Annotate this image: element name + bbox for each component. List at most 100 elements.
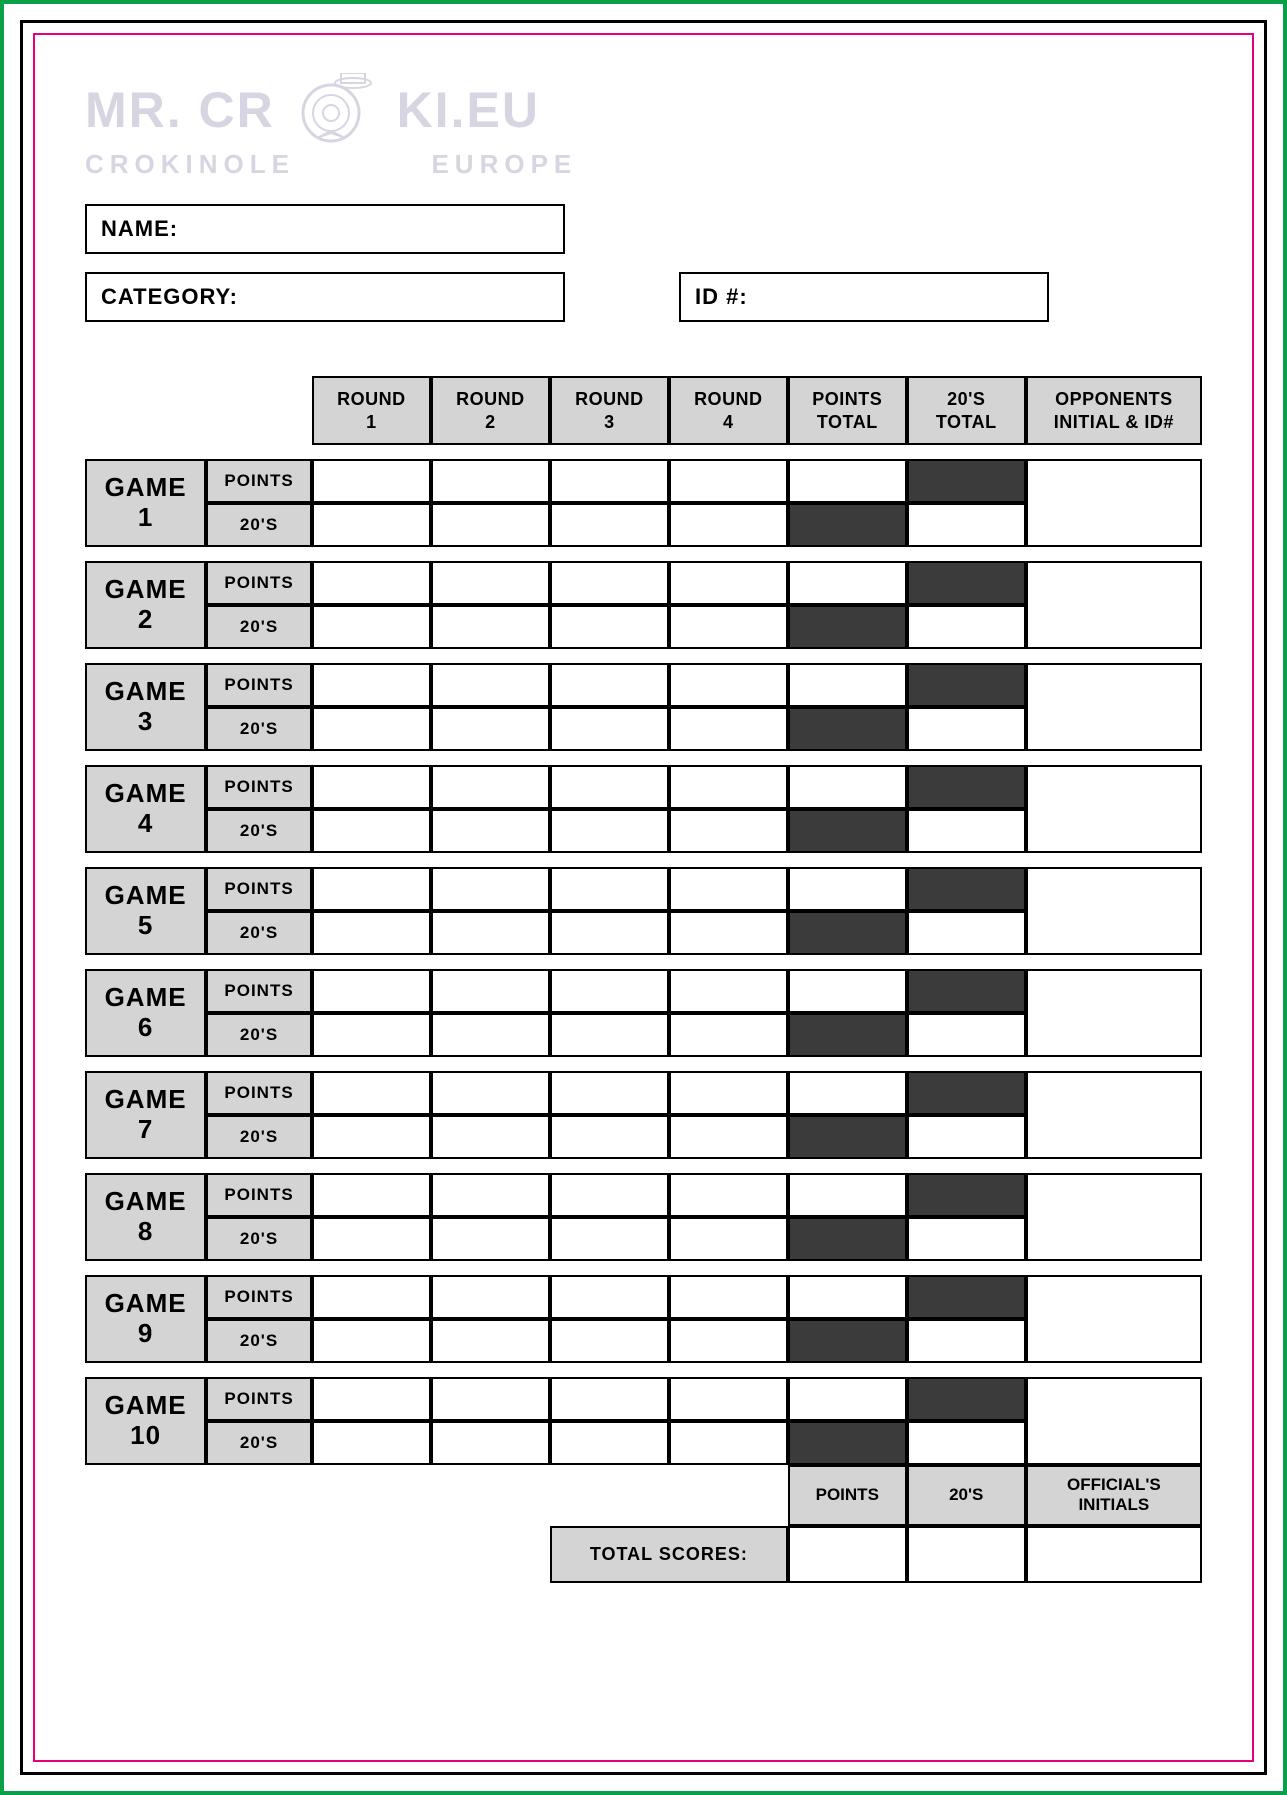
- cell-r2[interactable]: [431, 1173, 550, 1217]
- cell-r1[interactable]: [312, 911, 431, 955]
- cell-r3[interactable]: [550, 1173, 669, 1217]
- cell-points-total[interactable]: [788, 969, 907, 1013]
- cell-r2[interactable]: [431, 1013, 550, 1057]
- cell-r1[interactable]: [312, 561, 431, 605]
- cell-r1[interactable]: [312, 663, 431, 707]
- cell-r1[interactable]: [312, 605, 431, 649]
- cell-r1[interactable]: [312, 707, 431, 751]
- cell-r2[interactable]: [431, 1115, 550, 1159]
- cell-r1[interactable]: [312, 459, 431, 503]
- cell-r2[interactable]: [431, 1421, 550, 1465]
- cell-r2[interactable]: [431, 765, 550, 809]
- cell-r2[interactable]: [431, 1319, 550, 1363]
- cell-r4[interactable]: [669, 503, 788, 547]
- cell-points-total[interactable]: [788, 561, 907, 605]
- cell-r1[interactable]: [312, 1173, 431, 1217]
- cell-r3[interactable]: [550, 1275, 669, 1319]
- cell-20s-total[interactable]: [907, 707, 1026, 751]
- cell-points-total[interactable]: [788, 1275, 907, 1319]
- cell-opponent[interactable]: [1026, 459, 1202, 547]
- cell-r4[interactable]: [669, 867, 788, 911]
- cell-20s-total[interactable]: [907, 503, 1026, 547]
- cell-20s-total[interactable]: [907, 1319, 1026, 1363]
- cell-points-total[interactable]: [788, 765, 907, 809]
- cell-r3[interactable]: [550, 1217, 669, 1261]
- cell-r1[interactable]: [312, 1013, 431, 1057]
- cell-r2[interactable]: [431, 867, 550, 911]
- cell-r3[interactable]: [550, 809, 669, 853]
- cell-20s-total[interactable]: [907, 1115, 1026, 1159]
- cell-r2[interactable]: [431, 459, 550, 503]
- cell-r3[interactable]: [550, 1377, 669, 1421]
- cell-r1[interactable]: [312, 503, 431, 547]
- cell-points-total[interactable]: [788, 867, 907, 911]
- cell-points-total[interactable]: [788, 1071, 907, 1115]
- cell-r3[interactable]: [550, 503, 669, 547]
- cell-r1[interactable]: [312, 1319, 431, 1363]
- cell-r1[interactable]: [312, 765, 431, 809]
- cell-r4[interactable]: [669, 1319, 788, 1363]
- cell-r3[interactable]: [550, 765, 669, 809]
- cell-20s-total[interactable]: [907, 1421, 1026, 1465]
- cell-r2[interactable]: [431, 809, 550, 853]
- cell-r2[interactable]: [431, 1217, 550, 1261]
- cell-r4[interactable]: [669, 1421, 788, 1465]
- cell-opponent[interactable]: [1026, 867, 1202, 955]
- cell-r4[interactable]: [669, 969, 788, 1013]
- cell-opponent[interactable]: [1026, 969, 1202, 1057]
- cell-r4[interactable]: [669, 707, 788, 751]
- cell-20s-total[interactable]: [907, 605, 1026, 649]
- cell-r1[interactable]: [312, 1275, 431, 1319]
- cell-r4[interactable]: [669, 1217, 788, 1261]
- cell-r2[interactable]: [431, 707, 550, 751]
- cell-r2[interactable]: [431, 561, 550, 605]
- cell-r3[interactable]: [550, 1115, 669, 1159]
- cell-r2[interactable]: [431, 911, 550, 955]
- cell-r1[interactable]: [312, 1071, 431, 1115]
- cell-r1[interactable]: [312, 1115, 431, 1159]
- cell-r3[interactable]: [550, 911, 669, 955]
- cell-r2[interactable]: [431, 503, 550, 547]
- cell-r3[interactable]: [550, 663, 669, 707]
- cell-r2[interactable]: [431, 605, 550, 649]
- cell-r1[interactable]: [312, 809, 431, 853]
- cell-r2[interactable]: [431, 1377, 550, 1421]
- cell-r2[interactable]: [431, 1275, 550, 1319]
- cell-r4[interactable]: [669, 1377, 788, 1421]
- cell-r3[interactable]: [550, 969, 669, 1013]
- cell-r1[interactable]: [312, 867, 431, 911]
- cell-r2[interactable]: [431, 1071, 550, 1115]
- cell-r4[interactable]: [669, 809, 788, 853]
- cell-20s-total[interactable]: [907, 809, 1026, 853]
- category-field[interactable]: CATEGORY:: [85, 272, 565, 322]
- cell-r4[interactable]: [669, 1173, 788, 1217]
- cell-r3[interactable]: [550, 459, 669, 503]
- cell-opponent[interactable]: [1026, 663, 1202, 751]
- cell-r4[interactable]: [669, 911, 788, 955]
- cell-r3[interactable]: [550, 867, 669, 911]
- cell-r3[interactable]: [550, 707, 669, 751]
- cell-opponent[interactable]: [1026, 1173, 1202, 1261]
- id-field[interactable]: ID #:: [679, 272, 1049, 322]
- cell-r3[interactable]: [550, 1421, 669, 1465]
- cell-r3[interactable]: [550, 561, 669, 605]
- cell-r4[interactable]: [669, 663, 788, 707]
- cell-r2[interactable]: [431, 663, 550, 707]
- cell-points-total[interactable]: [788, 1173, 907, 1217]
- cell-r3[interactable]: [550, 605, 669, 649]
- cell-opponent[interactable]: [1026, 1071, 1202, 1159]
- name-field[interactable]: NAME:: [85, 204, 565, 254]
- cell-20s-total[interactable]: [907, 911, 1026, 955]
- cell-r4[interactable]: [669, 459, 788, 503]
- cell-r3[interactable]: [550, 1071, 669, 1115]
- cell-opponent[interactable]: [1026, 765, 1202, 853]
- cell-points-total[interactable]: [788, 459, 907, 503]
- officials-initials-cell[interactable]: [1026, 1526, 1202, 1583]
- cell-r2[interactable]: [431, 969, 550, 1013]
- cell-r4[interactable]: [669, 561, 788, 605]
- cell-opponent[interactable]: [1026, 1377, 1202, 1465]
- cell-r4[interactable]: [669, 605, 788, 649]
- cell-r4[interactable]: [669, 1071, 788, 1115]
- cell-r1[interactable]: [312, 1217, 431, 1261]
- total-20s-cell[interactable]: [907, 1526, 1026, 1583]
